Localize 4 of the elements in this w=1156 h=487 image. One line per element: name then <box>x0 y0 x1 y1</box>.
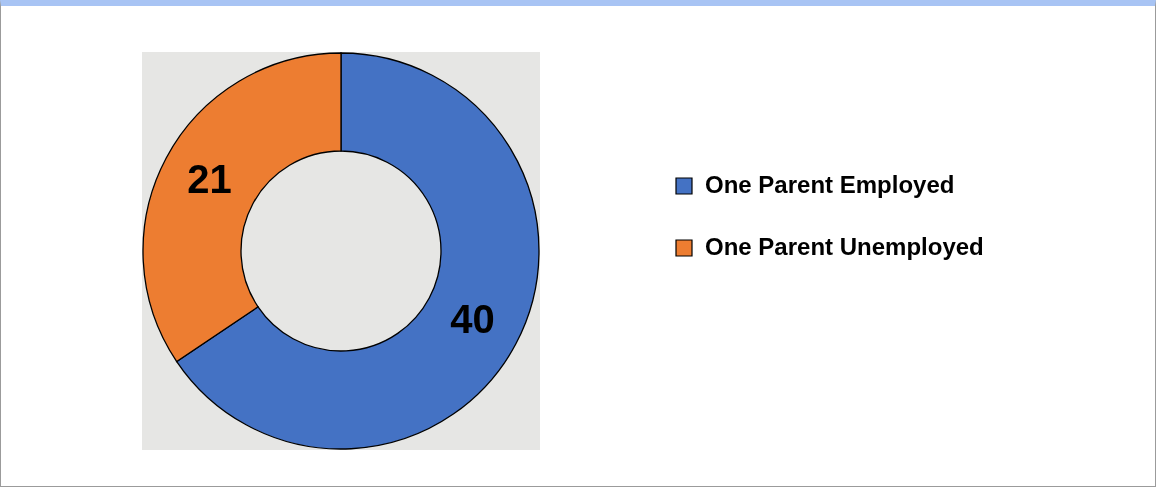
data-label: 40 <box>450 297 495 342</box>
data-label: 21 <box>187 156 232 201</box>
legend-label: One Parent Employed <box>705 171 955 198</box>
legend-label: One Parent Unemployed <box>705 233 984 260</box>
